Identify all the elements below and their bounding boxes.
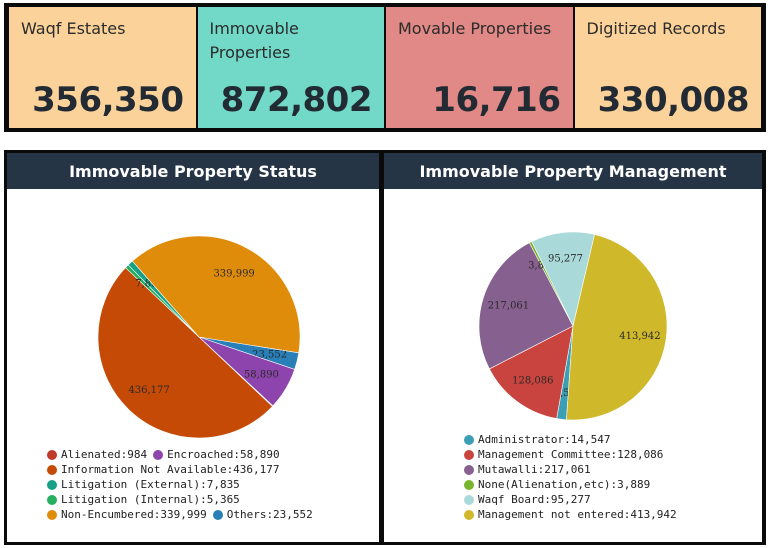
stats-bar: Waqf Estates 356,350 Immovable Propertie…: [4, 3, 766, 132]
legend-dot-icon: [47, 509, 57, 520]
legend-row: Litigation (Internal):5,365: [47, 492, 319, 507]
stat-card-digitized-records[interactable]: Digitized Records 330,008: [574, 7, 761, 128]
legend-row: Management not entered:413,942: [464, 507, 683, 522]
legend-label: Mutawalli:217,061: [478, 463, 591, 476]
pie-slice-mutawalli[interactable]: [478, 242, 574, 370]
legend-dot-icon: [212, 509, 223, 520]
status-pie-chart: 23,552 58,890 436,177 7,835 339,999: [97, 235, 301, 439]
legend-dot-icon: [464, 494, 474, 505]
legend-dot-icon: [464, 509, 474, 520]
stat-value: 330,008: [597, 80, 750, 120]
legend-dot-icon: [464, 464, 474, 475]
legend-dot-icon: [464, 479, 474, 490]
legend-item-none-alienation-etc[interactable]: None(Alienation,etc):3,889: [464, 478, 650, 491]
legend-label: Litigation (Internal):5,365: [61, 493, 240, 506]
slice-label-management-not-entered: 413,942: [619, 331, 660, 342]
legend-item-litigation-external[interactable]: Litigation (External):7,835: [47, 478, 240, 491]
slice-label-management-committee: 128,086: [512, 375, 553, 386]
stat-value: 356,350: [32, 80, 184, 120]
legend-item-management-committee[interactable]: Management Committee:128,086: [464, 448, 663, 461]
pie-slice-non-encumbered[interactable]: [131, 235, 301, 354]
legend-label: Litigation (External):7,835: [61, 478, 240, 491]
pie-slice-management-committee[interactable]: [488, 325, 574, 419]
legend-dot-icon: [47, 464, 57, 475]
slice-label-information-not-available: 436,177: [128, 385, 169, 396]
legend-row: Waqf Board:95,277: [464, 492, 683, 507]
pie-slice-information-not-available[interactable]: [97, 267, 273, 439]
slice-label-litigation-external: 7,835: [135, 279, 164, 290]
panel-title: Immovable Property Status: [7, 153, 379, 189]
legend-item-waqf-board[interactable]: Waqf Board:95,277: [464, 493, 591, 506]
legend-label: Alienated:984: [61, 448, 148, 461]
legend-label: Non-Encumbered:339,999: [61, 508, 207, 521]
stat-card-immovable-properties[interactable]: Immovable Properties 872,802: [197, 7, 384, 128]
legend-dot-icon: [464, 449, 474, 460]
charts-section: Immovable Property Status 23,552 58,890 43…: [4, 150, 766, 545]
legend-row: Administrator:14,547: [464, 432, 683, 447]
slice-label-encroached: 58,890: [244, 369, 279, 380]
stat-label: Digitized Records: [586, 19, 726, 38]
legend-dot-icon: [47, 479, 57, 490]
slice-label-others: 23,552: [252, 349, 287, 360]
stat-value: 872,802: [220, 80, 373, 120]
slice-label-waqf-board: 95,277: [548, 254, 583, 265]
management-legend: Administrator:14,547 Management Committee…: [464, 432, 683, 522]
stat-label: Movable Properties: [398, 19, 552, 38]
slice-label-none-alienation-etc: 3,889: [528, 261, 557, 272]
slice-label-administrator: 14,547: [547, 388, 582, 399]
legend-item-litigation-internal[interactable]: Litigation (Internal):5,365: [47, 493, 240, 506]
stat-value: 16,716: [432, 80, 561, 120]
legend-dot-icon: [153, 449, 164, 460]
slice-label-mutawalli: 217,061: [488, 301, 529, 312]
stat-card-movable-properties[interactable]: Movable Properties 16,716: [386, 7, 573, 128]
management-chart-panel: Immovable Property Management 14,547 128,…: [384, 153, 762, 542]
stat-label: Immovable Properties: [209, 19, 299, 62]
legend-label: Management Committee:128,086: [478, 448, 664, 461]
legend-item-others[interactable]: Others:23,552: [212, 508, 313, 521]
legend-row: Non-Encumbered:339,999 Others:23,552: [47, 507, 319, 522]
slice-label-non-encumbered: 339,999: [213, 268, 254, 279]
legend-item-management-not-entered[interactable]: Management not entered:413,942: [464, 508, 677, 521]
legend-dot-icon: [464, 434, 474, 445]
legend-item-administrator[interactable]: Administrator:14,547: [464, 433, 610, 446]
legend-item-mutawalli[interactable]: Mutawalli:217,061: [464, 463, 591, 476]
legend-dot-icon: [47, 494, 57, 505]
legend-label: Management not entered:413,942: [478, 508, 677, 521]
legend-label: Waqf Board:95,277: [478, 493, 591, 506]
legend-label: Encroached:58,890: [167, 448, 280, 461]
stat-card-waqf-estates[interactable]: Waqf Estates 356,350: [9, 7, 196, 128]
pie-slice-management-not-entered[interactable]: [566, 234, 668, 421]
legend-item-non-encumbered[interactable]: Non-Encumbered:339,999: [47, 508, 207, 521]
legend-item-alienated[interactable]: Alienated:984: [47, 448, 147, 461]
legend-label: None(Alienation,etc):3,889: [478, 478, 651, 491]
legend-row: Management Committee:128,086: [464, 447, 683, 462]
legend-label: Others:23,552: [226, 508, 313, 521]
legend-row: Mutawalli:217,061: [464, 462, 683, 477]
legend-row: Litigation (External):7,835: [47, 477, 319, 492]
legend-label: Information Not Available:436,177: [61, 463, 280, 476]
legend-row: Information Not Available:436,177: [47, 462, 319, 477]
status-legend: Alienated:984 Encroached:58,890 Informatio…: [47, 447, 319, 522]
legend-label: Administrator:14,547: [478, 433, 611, 446]
panel-title: Immovable Property Management: [384, 153, 762, 189]
legend-row: None(Alienation,etc):3,889: [464, 477, 683, 492]
legend-row: Alienated:984 Encroached:58,890: [47, 447, 319, 462]
stat-label: Waqf Estates: [21, 19, 126, 38]
legend-item-information-not-available[interactable]: Information Not Available:436,177: [47, 463, 280, 476]
status-chart-panel: Immovable Property Status 23,552 58,890 43…: [7, 153, 379, 542]
legend-dot-icon: [47, 449, 57, 460]
legend-item-encroached[interactable]: Encroached:58,890: [153, 448, 280, 461]
